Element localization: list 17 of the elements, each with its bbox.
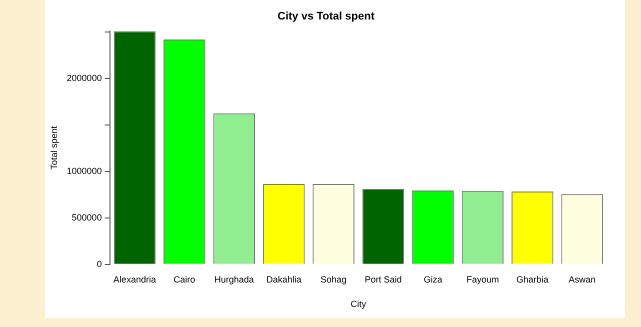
- y-tick-label: 500000: [72, 212, 102, 222]
- y-tick-label: 1000000: [66, 166, 102, 176]
- x-tick-label: Aswan: [568, 274, 596, 284]
- x-tick-label: Port Said: [364, 274, 402, 284]
- x-axis-title: City: [350, 299, 367, 310]
- x-tick-label: Cairo: [174, 274, 196, 284]
- x-tick-label: Dakahlia: [266, 274, 302, 284]
- x-tick-label: Giza: [424, 274, 442, 284]
- x-tick-label: Gharbia: [516, 274, 548, 284]
- y-tick-label: 2000000: [66, 73, 102, 84]
- chart-title: City vs Total spent: [278, 10, 375, 23]
- x-tick-label: Alexandria: [113, 274, 156, 284]
- x-tick-label: Hurghada: [214, 274, 254, 284]
- y-axis-title: Total spent: [48, 126, 59, 170]
- x-tick-label: Fayoum: [466, 274, 499, 284]
- y-tick-label: 0: [96, 258, 102, 269]
- x-tick-label: Sohag: [320, 274, 347, 284]
